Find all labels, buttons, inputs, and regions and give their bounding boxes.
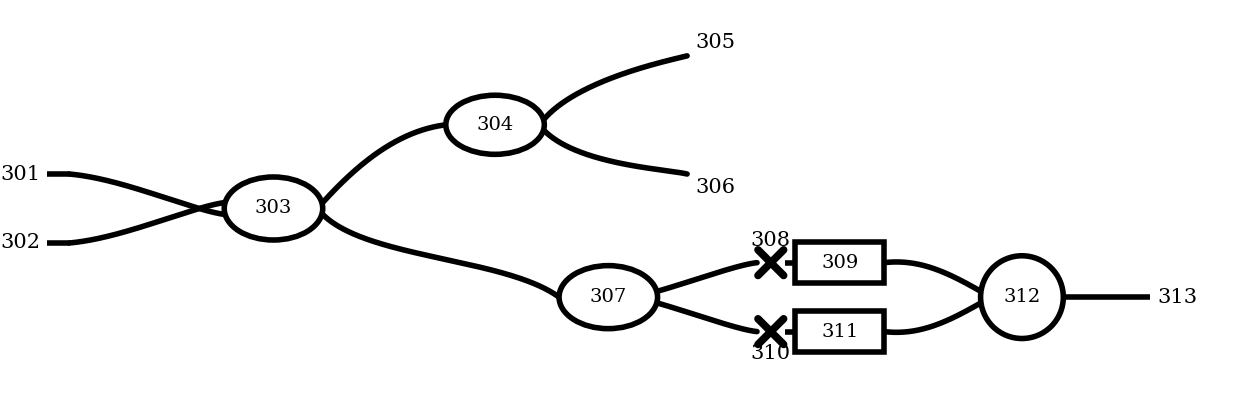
Text: 308: 308 bbox=[750, 231, 791, 251]
Text: 312: 312 bbox=[1003, 288, 1040, 306]
Ellipse shape bbox=[224, 177, 322, 240]
Bar bbox=[795, 242, 884, 283]
Text: 303: 303 bbox=[254, 199, 293, 218]
Text: 307: 307 bbox=[590, 288, 627, 306]
Ellipse shape bbox=[981, 256, 1064, 339]
Text: 306: 306 bbox=[694, 178, 735, 197]
Text: 310: 310 bbox=[750, 344, 791, 363]
Ellipse shape bbox=[446, 95, 544, 154]
Bar bbox=[795, 311, 884, 352]
Text: 301: 301 bbox=[0, 165, 40, 183]
Text: 304: 304 bbox=[476, 116, 513, 134]
Text: 311: 311 bbox=[821, 323, 858, 341]
Text: 302: 302 bbox=[0, 234, 40, 252]
Text: 313: 313 bbox=[1158, 288, 1198, 306]
Text: 309: 309 bbox=[821, 254, 858, 271]
Text: 305: 305 bbox=[694, 33, 735, 52]
Ellipse shape bbox=[559, 266, 657, 329]
